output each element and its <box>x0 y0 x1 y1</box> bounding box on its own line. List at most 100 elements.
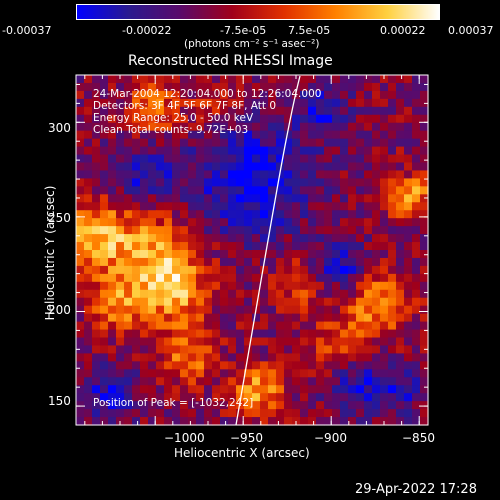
image-pixel <box>388 385 397 394</box>
image-pixel <box>116 305 125 315</box>
image-pixel <box>268 130 277 140</box>
image-pixel <box>284 154 293 164</box>
image-pixel <box>164 242 173 251</box>
image-pixel <box>124 345 133 354</box>
image-pixel <box>204 361 213 370</box>
image-pixel <box>420 162 429 172</box>
image-pixel <box>108 194 117 203</box>
image-pixel <box>76 417 85 426</box>
image-pixel <box>300 289 309 299</box>
image-pixel <box>364 162 373 172</box>
image-pixel <box>260 202 269 211</box>
image-pixel <box>324 75 333 84</box>
image-pixel <box>100 393 109 402</box>
image-pixel <box>252 377 261 386</box>
image-pixel <box>164 194 173 203</box>
image-pixel <box>292 329 301 339</box>
image-pixel <box>228 234 237 243</box>
image-pixel <box>108 202 117 211</box>
image-pixel <box>204 194 213 203</box>
image-pixel <box>236 194 245 203</box>
image-pixel <box>364 122 373 132</box>
image-pixel <box>332 281 341 291</box>
image-pixel <box>236 122 245 132</box>
image-pixel <box>252 345 261 354</box>
image-pixel <box>388 178 397 187</box>
image-pixel <box>236 265 245 275</box>
image-pixel <box>252 90 261 100</box>
image-pixel <box>372 122 381 132</box>
image-pixel <box>372 313 381 323</box>
image-pixel <box>116 401 125 410</box>
image-pixel <box>180 114 189 124</box>
image-pixel <box>388 273 397 283</box>
image-pixel <box>412 122 421 132</box>
image-pixel <box>140 106 149 116</box>
image-pixel <box>276 138 285 148</box>
image-pixel <box>380 75 389 84</box>
image-pixel <box>148 321 157 331</box>
image-pixel <box>140 417 149 426</box>
image-pixel <box>276 122 285 132</box>
image-pixel <box>364 289 373 299</box>
image-pixel <box>300 353 309 362</box>
image-pixel <box>364 321 373 331</box>
image-pixel <box>300 178 309 187</box>
image-pixel <box>100 146 109 156</box>
image-pixel <box>220 281 229 291</box>
image-pixel <box>348 194 357 203</box>
image-pixel <box>172 337 181 347</box>
image-pixel <box>372 138 381 148</box>
image-pixel <box>76 82 85 92</box>
image-pixel <box>196 361 205 370</box>
image-pixel <box>412 170 421 179</box>
image-pixel <box>412 138 421 148</box>
image-pixel <box>396 273 405 283</box>
image-pixel <box>348 234 357 243</box>
image-pixel <box>356 385 365 394</box>
image-pixel <box>236 337 245 347</box>
image-pixel <box>108 218 117 227</box>
image-pixel <box>332 345 341 354</box>
image-pixel <box>196 377 205 386</box>
image-pixel <box>324 353 333 362</box>
image-pixel <box>140 273 149 283</box>
image-pixel <box>276 265 285 275</box>
image-pixel <box>100 130 109 140</box>
image-pixel <box>148 289 157 299</box>
image-pixel <box>100 210 109 219</box>
image-pixel <box>332 321 341 331</box>
image-pixel <box>116 75 125 84</box>
image-pixel <box>324 265 333 275</box>
image-pixel <box>188 234 197 243</box>
image-pixel <box>100 186 109 195</box>
image-pixel <box>148 393 157 402</box>
image-pixel <box>292 361 301 370</box>
image-pixel <box>164 329 173 339</box>
image-pixel <box>372 146 381 156</box>
image-pixel <box>388 98 397 108</box>
image-pixel <box>284 369 293 378</box>
image-pixel <box>292 345 301 354</box>
image-pixel <box>164 154 173 164</box>
image-pixel <box>228 154 237 164</box>
image-pixel <box>276 178 285 187</box>
image-pixel <box>372 329 381 339</box>
image-pixel <box>308 281 317 291</box>
image-pixel <box>196 75 205 84</box>
image-pixel <box>356 377 365 386</box>
image-pixel <box>124 210 133 219</box>
image-pixel <box>388 90 397 100</box>
image-pixel <box>404 90 413 100</box>
image-pixel <box>196 218 205 227</box>
image-pixel <box>180 242 189 251</box>
image-pixel <box>412 250 421 259</box>
image-pixel <box>332 417 341 426</box>
image-pixel <box>372 130 381 140</box>
image-pixel <box>148 353 157 362</box>
image-pixel <box>300 75 309 84</box>
image-pixel <box>284 170 293 179</box>
image-pixel <box>348 210 357 219</box>
image-pixel <box>212 393 221 402</box>
image-pixel <box>108 82 117 92</box>
